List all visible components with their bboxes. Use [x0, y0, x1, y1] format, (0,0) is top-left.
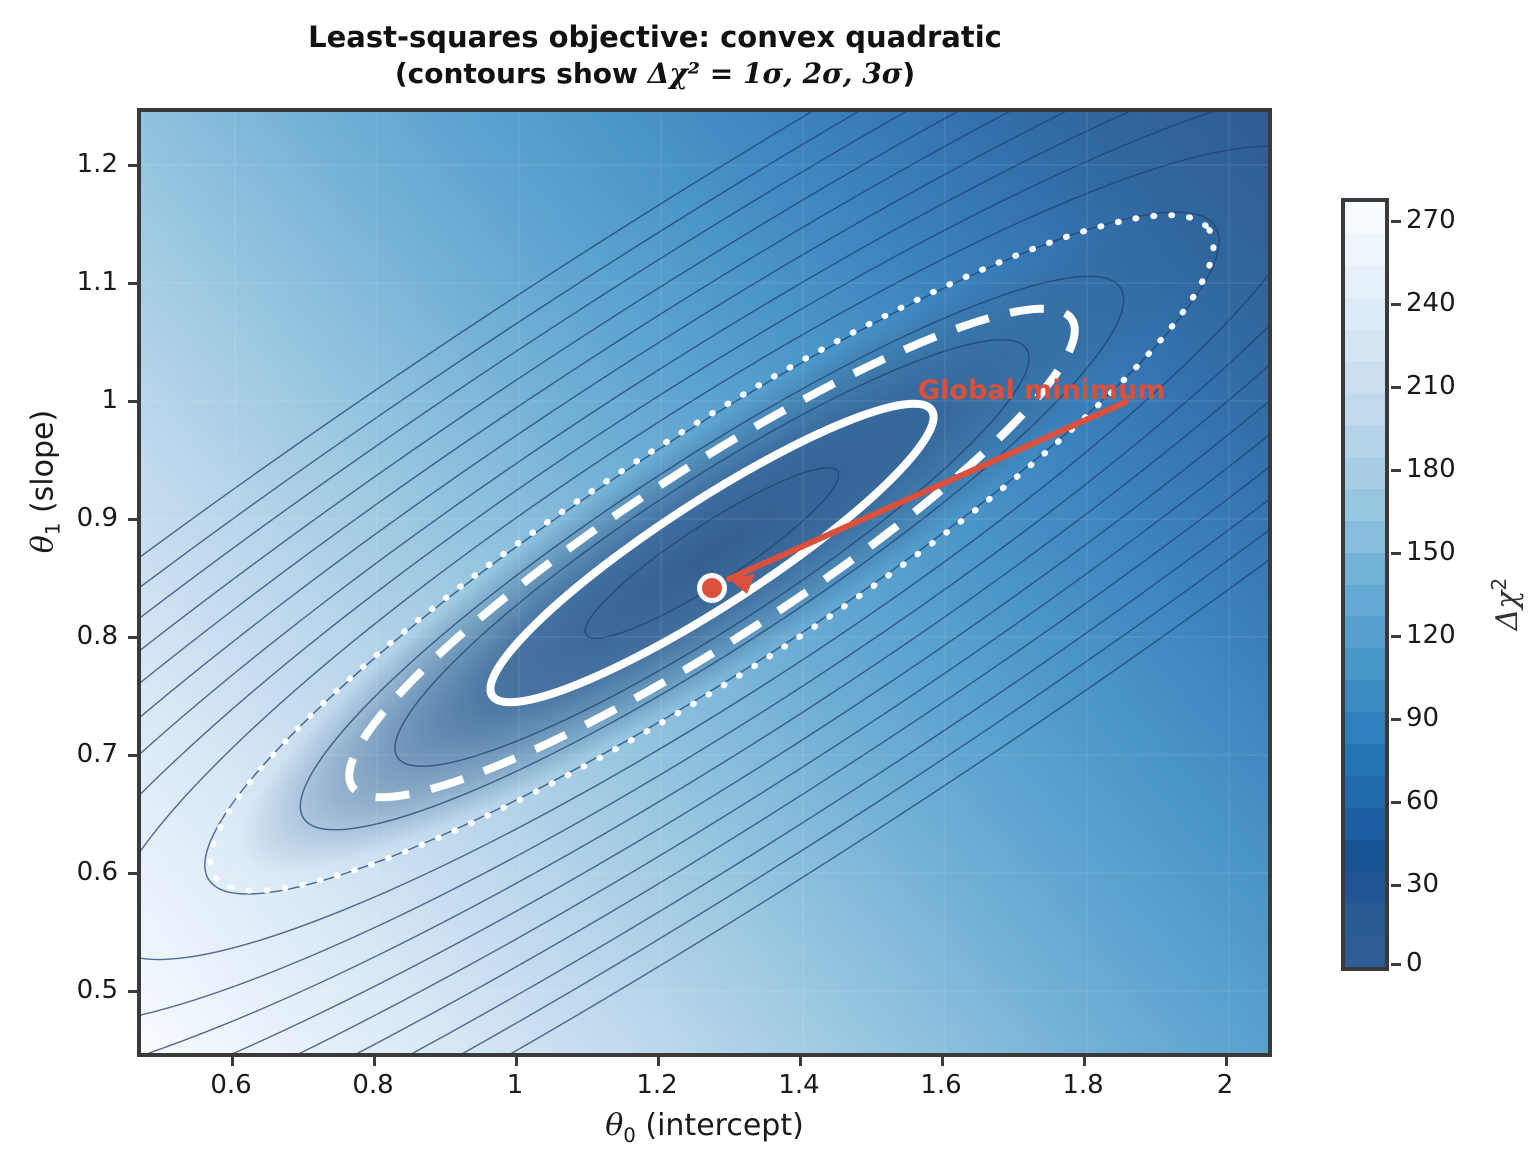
y-tick-label: 0.6 [76, 857, 118, 887]
colorbar-tick-label: 270 [1406, 205, 1456, 235]
y-tick [128, 872, 137, 875]
colorbar-tick [1391, 963, 1401, 966]
colorbar-segment [1345, 807, 1385, 840]
colorbar-tick-label: 60 [1406, 786, 1440, 816]
x-tick-label: 2 [1216, 1070, 1234, 1100]
y-tick [128, 400, 137, 403]
y-tick [128, 282, 137, 285]
y-axis-label: θ1 (slope) [25, 409, 65, 554]
colorbar-segment [1345, 680, 1385, 712]
colorbar-tick-label: 240 [1406, 288, 1456, 318]
x-tick-label: 1.6 [920, 1070, 962, 1100]
colorbar-tick-label: 120 [1406, 620, 1456, 650]
colorbar-segment [1345, 361, 1385, 394]
colorbar-segment [1345, 616, 1385, 649]
x-tick [373, 1057, 376, 1066]
colorbar-tick-label: 90 [1406, 703, 1440, 733]
colorbar-segment [1345, 425, 1385, 457]
colorbar-tick [1391, 718, 1401, 721]
colorbar-segment [1345, 648, 1385, 681]
colorbar-segment [1345, 297, 1385, 330]
sigma-contour-1 [486, 399, 938, 707]
colorbar-tick [1391, 552, 1401, 555]
y-tick-label: 1 [101, 385, 118, 415]
colorbar-segment [1345, 903, 1385, 936]
x-tick-label: 1.8 [1062, 1070, 1104, 1100]
contour-band-lines [141, 112, 1268, 1053]
colorbar-tick [1391, 386, 1401, 389]
colorbar-tick-label: 210 [1406, 371, 1456, 401]
y-tick-label: 0.5 [76, 975, 118, 1005]
x-tick [515, 1057, 518, 1066]
x-tick [1083, 1057, 1086, 1066]
plot-area [137, 108, 1272, 1057]
colorbar-segment [1345, 871, 1385, 904]
title-line-2: (contours show Δχ² = 1σ, 2σ, 3σ) [394, 57, 916, 91]
x-tick [231, 1057, 234, 1066]
colorbar-segment [1345, 202, 1385, 234]
colorbar-segment [1345, 839, 1385, 872]
colorbar-tick-label: 0 [1406, 948, 1423, 978]
colorbar-segment [1345, 488, 1385, 521]
x-tick-label: 0.8 [352, 1070, 394, 1100]
annotation-arrow [726, 399, 1129, 594]
x-tick-label: 0.6 [210, 1070, 252, 1100]
colorbar-tick [1391, 884, 1401, 887]
colorbar-tick [1391, 801, 1401, 804]
colorbar-segment [1345, 775, 1385, 808]
colorbar [1341, 198, 1389, 971]
y-tick-label: 1.2 [76, 149, 118, 179]
page-title: Least-squares objective: convex quadrati… [0, 18, 1310, 93]
colorbar-segment [1345, 552, 1385, 585]
sigma-contour-3 [207, 212, 1217, 894]
colorbar-tick-label: 150 [1406, 537, 1456, 567]
x-tick [941, 1057, 944, 1066]
x-tick [1225, 1057, 1228, 1066]
contour-canvas [141, 112, 1268, 1053]
y-tick-label: 0.9 [76, 503, 118, 533]
x-tick-label: 1.4 [778, 1070, 820, 1100]
colorbar-segment [1345, 457, 1385, 489]
colorbar-tick-label: 180 [1406, 454, 1456, 484]
colorbar-tick [1391, 303, 1401, 306]
colorbar-tick [1391, 635, 1401, 638]
x-tick [799, 1057, 802, 1066]
y-tick [128, 636, 137, 639]
y-tick [128, 990, 137, 993]
colorbar-segment [1345, 393, 1385, 426]
colorbar-label: Δχ2 [1487, 577, 1525, 631]
colorbar-segment [1345, 584, 1385, 617]
y-tick-label: 0.8 [76, 621, 118, 651]
colorbar-tick [1391, 220, 1401, 223]
y-tick [128, 164, 137, 167]
colorbar-segment [1345, 935, 1385, 967]
y-tick-label: 1.1 [76, 267, 118, 297]
colorbar-segment [1345, 743, 1385, 776]
colorbar-segment [1345, 265, 1385, 298]
grid-lines [141, 112, 1268, 1053]
annotation-label: Global minimum [918, 375, 1166, 406]
colorbar-segment [1345, 233, 1385, 266]
colorbar-segment [1345, 329, 1385, 362]
colorbar-segment [1345, 520, 1385, 553]
y-tick [128, 518, 137, 521]
x-tick [657, 1057, 660, 1066]
y-tick [128, 754, 137, 757]
y-tick-label: 0.7 [76, 739, 118, 769]
sigma-contour-2 [345, 304, 1079, 802]
x-tick-label: 1 [506, 1070, 524, 1100]
colorbar-segment [1345, 712, 1385, 744]
x-tick-label: 1.2 [636, 1070, 678, 1100]
x-axis-label: θ0 (intercept) [605, 1108, 804, 1147]
title-line-1: Least-squares objective: convex quadrati… [308, 20, 1002, 54]
colorbar-tick-label: 30 [1406, 869, 1440, 899]
colorbar-tick [1391, 469, 1401, 472]
global-minimum-marker[interactable] [697, 573, 727, 603]
